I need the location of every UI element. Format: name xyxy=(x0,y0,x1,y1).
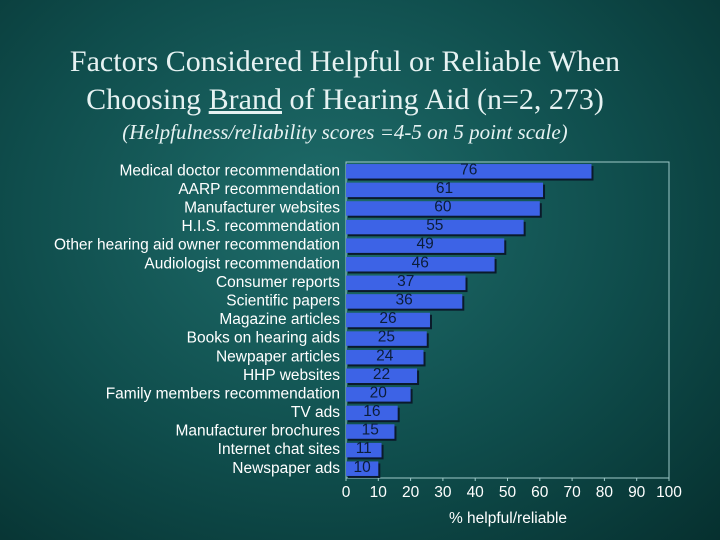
value-label: 22 xyxy=(373,366,390,383)
subtitle: (Helpfulness/reliability scores =4-5 on … xyxy=(122,120,568,144)
y-tick-label: Family members recommendation xyxy=(106,385,340,402)
bar xyxy=(346,442,382,458)
value-label: 26 xyxy=(379,310,396,327)
y-tick-label: AARP recommendation xyxy=(178,181,340,198)
value-label: 15 xyxy=(362,422,379,439)
bar xyxy=(346,238,505,253)
value-label: 61 xyxy=(436,180,453,197)
value-label: 46 xyxy=(412,254,429,271)
bar xyxy=(346,405,398,421)
value-label: 60 xyxy=(434,199,452,216)
bar xyxy=(346,387,411,402)
value-label: 25 xyxy=(378,329,395,346)
bar xyxy=(346,461,379,476)
value-label: 49 xyxy=(417,236,434,253)
bar xyxy=(346,312,430,328)
y-tick-label: Scientific papers xyxy=(226,293,340,310)
y-tick-label: Magazine articles xyxy=(219,311,340,328)
bar xyxy=(346,201,540,216)
y-tick-label: Books on hearing aids xyxy=(187,330,341,347)
x-tick-label: 50 xyxy=(499,484,517,501)
title-part: Choosing xyxy=(86,83,202,116)
bar xyxy=(346,182,544,198)
bar xyxy=(346,331,427,346)
x-tick-label: 0 xyxy=(342,484,351,501)
x-tick-label: 20 xyxy=(402,484,420,501)
y-tick-label: Manufacturer websites xyxy=(184,200,340,217)
y-tick-label: HHP websites xyxy=(243,367,340,384)
bar xyxy=(346,256,495,272)
bar xyxy=(346,424,395,439)
y-tick-label: Internet chat sites xyxy=(218,441,341,458)
title-part: of Hearing Aid (n=2, 273) xyxy=(289,83,604,116)
bar xyxy=(346,164,592,179)
bar xyxy=(346,294,463,309)
y-tick-label: Medical doctor recommendation xyxy=(119,162,340,179)
value-label: 36 xyxy=(396,292,413,309)
title-line: Factors Considered Helpful or Reliable W… xyxy=(69,45,621,78)
bar xyxy=(346,349,424,365)
y-tick-label: Other hearing aid owner recommendation xyxy=(54,237,340,254)
bar xyxy=(346,368,418,384)
y-tick-label: TV ads xyxy=(291,404,340,421)
value-label: 20 xyxy=(370,384,388,401)
x-tick-label: 40 xyxy=(467,484,485,501)
title-emphasis: Brand xyxy=(208,83,282,116)
value-label: 55 xyxy=(426,217,443,234)
x-tick-label: 100 xyxy=(656,484,682,501)
y-tick-label: Consumer reports xyxy=(216,274,340,291)
bar xyxy=(346,219,524,235)
value-label: 10 xyxy=(354,459,372,476)
y-tick-label: Manufacturer brochures xyxy=(175,423,340,440)
x-tick-label: 30 xyxy=(434,484,452,501)
y-tick-label: Audiologist recommendation xyxy=(144,255,340,272)
title-line: Choosing Brand of Hearing Aid (n=2, 273) xyxy=(0,81,690,119)
value-label: 37 xyxy=(397,273,414,290)
y-tick-label: Newpaper articles xyxy=(216,348,340,365)
y-tick-label: H.I.S. recommendation xyxy=(181,218,340,235)
x-tick-label: 80 xyxy=(596,484,614,501)
x-tick-label: 70 xyxy=(563,484,581,501)
x-axis-label: % helpful/reliable xyxy=(449,510,567,527)
x-tick-label: 90 xyxy=(628,484,646,501)
x-tick-label: 10 xyxy=(370,484,388,501)
x-tick-label: 60 xyxy=(531,484,549,501)
y-tick-label: Newspaper ads xyxy=(232,460,340,477)
value-label: 16 xyxy=(363,403,380,420)
value-label: 76 xyxy=(460,161,477,178)
value-label: 24 xyxy=(376,347,394,364)
value-label: 11 xyxy=(356,440,372,457)
bar xyxy=(346,275,466,291)
